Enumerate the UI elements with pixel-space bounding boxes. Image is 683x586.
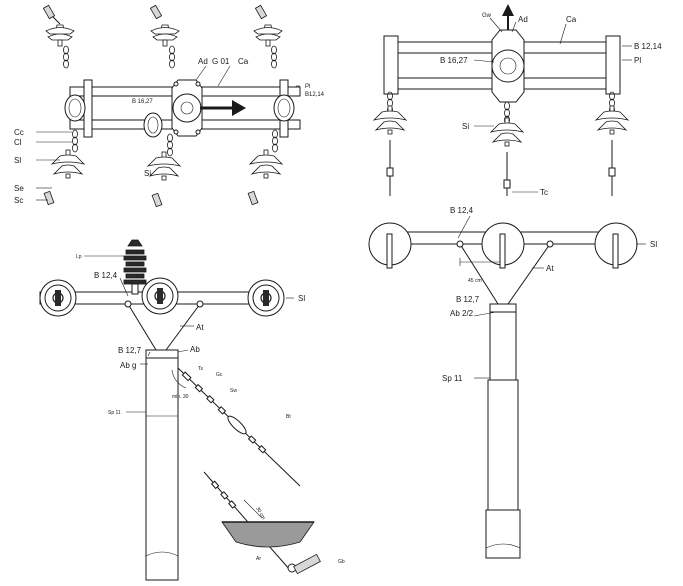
label-tr-tc: Tc — [540, 188, 548, 197]
top-left-view: Ad G 01 Ca Pl B12,14 B 16,27 Cc Cl Sl Si… — [14, 4, 325, 208]
label-tl-b1627: B 16,27 — [132, 99, 153, 105]
label-bl-abg: Ab g — [120, 361, 136, 370]
label-bl-at: At — [196, 323, 204, 332]
label-bl-min30: min. 30 — [172, 394, 189, 400]
label-tl-pl: Pl — [305, 84, 310, 90]
bottom-left-view: Lp B 12,4 Sl At B 12,7 Ab Ab g Ts Gc min… — [39, 239, 345, 581]
label-br-si: Sl — [650, 240, 657, 249]
label-bl-ts: Ts — [198, 366, 204, 372]
pole-band — [145, 349, 179, 359]
label-tl-si-left: Sl — [14, 156, 21, 165]
top-right-view: Gw Ad Ca B 12,14 Pl B 16,27 Si Tc — [373, 4, 662, 197]
pole-base — [485, 509, 521, 559]
label-bl-ab: Ab — [190, 345, 200, 354]
label-bl-gc: Gc — [216, 372, 223, 378]
label-bl-lp: Lp — [76, 254, 82, 260]
label-bl-sp11: Sp 11 — [108, 410, 121, 416]
label-bl-gb: Gb — [338, 559, 345, 565]
label-tl-cc: Cc — [14, 128, 24, 137]
label-tl-si-mid: Si — [144, 169, 151, 178]
bottom-right-view: B 12,4 Sl At 45 cm B 12,7 Ab 2/2 Sp 11 — [368, 206, 657, 559]
label-br-b127: B 12,7 — [456, 295, 480, 304]
direction-arrow — [502, 4, 514, 16]
label-tr-ad: Ad — [518, 15, 528, 24]
clamp-ring-mid — [143, 112, 163, 138]
label-bl-bt: Bt — [286, 414, 291, 420]
label-tr-pl: Pl — [634, 56, 641, 65]
label-bl-b127: B 12,7 — [118, 346, 142, 355]
pole-lower — [487, 379, 519, 511]
label-tl-cl: Cl — [14, 138, 22, 147]
label-br-sp11: Sp 11 — [442, 374, 463, 383]
clamp-ring-right — [273, 94, 295, 122]
label-bl-sw: Sw — [230, 388, 237, 394]
anchor-block — [293, 553, 321, 575]
label-tl-b1214: B12,14 — [305, 92, 325, 98]
label-tr-b1627: B 16,27 — [440, 56, 468, 65]
label-tr-b1214: B 12,14 — [634, 42, 662, 51]
label-bl-si: Sl — [298, 294, 305, 303]
label-tr-si: Si — [462, 122, 469, 131]
direction-arrow — [232, 100, 246, 116]
label-tl-ca: Ca — [238, 57, 249, 66]
label-tl-se: Se — [14, 184, 24, 193]
label-tr-ca: Ca — [566, 15, 577, 24]
label-br-b124: B 12,4 — [450, 206, 474, 215]
pole — [145, 357, 179, 581]
ground-section — [221, 521, 315, 548]
label-bl-ar: Ar — [256, 556, 261, 562]
label-br-45cm: 45 cm — [468, 278, 482, 284]
label-tl-ad: Ad — [198, 57, 208, 66]
label-bl-b124: B 12,4 — [94, 271, 118, 280]
label-br-ab22: Ab 2/2 — [450, 309, 474, 318]
clamp-ring-left — [64, 94, 86, 122]
line-post-insulator — [123, 239, 147, 295]
pole-plate-right — [605, 35, 621, 95]
label-tl-g01: G 01 — [212, 57, 230, 66]
label-br-at: At — [546, 264, 554, 273]
pole-band — [489, 303, 517, 313]
label-bl-30cm: 30 cm — [254, 506, 266, 521]
label-tl-sc: Sc — [14, 196, 23, 205]
label-tr-gw: Gw — [482, 13, 492, 19]
pole-plate-left — [383, 35, 399, 95]
